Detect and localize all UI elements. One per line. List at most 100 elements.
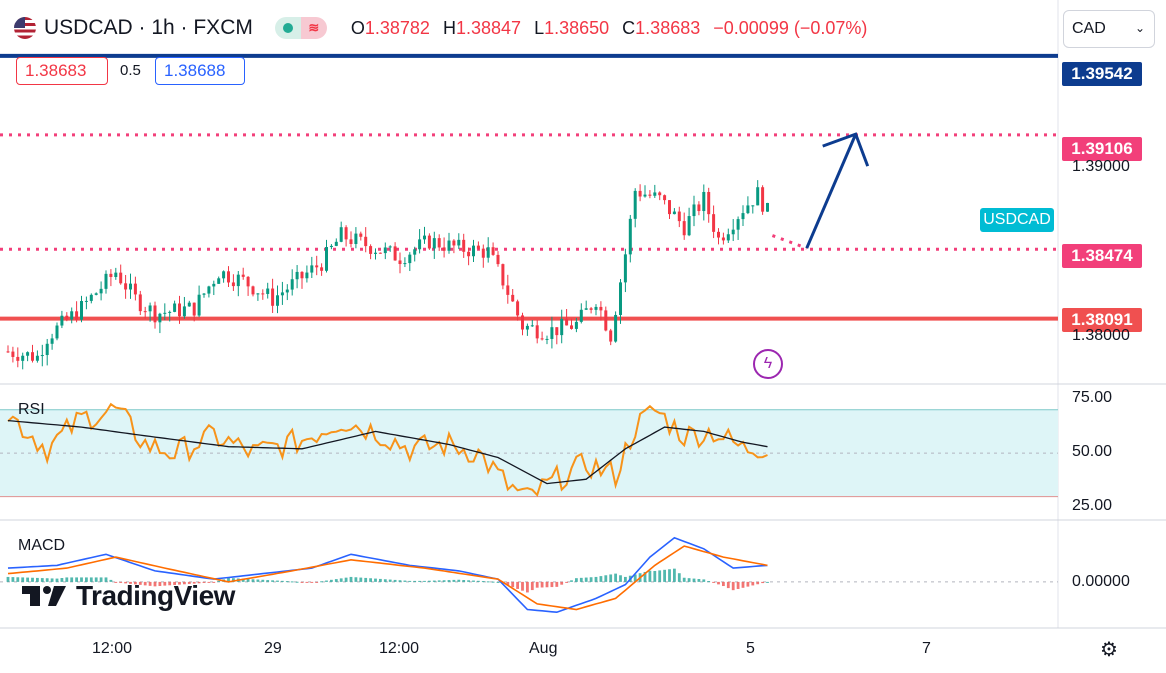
macd-histogram-bar — [403, 580, 407, 582]
macd-histogram-bar — [212, 581, 216, 583]
macd-histogram-bar — [506, 581, 510, 586]
candle-body — [114, 272, 118, 277]
candle-body — [491, 247, 495, 255]
macd-histogram-bar — [516, 581, 519, 589]
candle-body — [692, 204, 696, 217]
macd-histogram-bar — [334, 579, 338, 582]
candle-body — [628, 218, 632, 255]
candle-body — [393, 246, 397, 261]
macd-histogram-bar — [751, 581, 755, 586]
candle-body — [227, 271, 230, 283]
tradingview-logo: TradingView — [22, 580, 235, 612]
rsi-ma-line — [7, 419, 768, 485]
macd-histogram-bar — [619, 575, 622, 582]
macd-histogram-bar — [173, 581, 176, 585]
macd-histogram-bar — [496, 581, 500, 583]
candle-body — [746, 205, 750, 214]
macd-histogram-bar — [197, 581, 201, 584]
macd-histogram-bar — [89, 577, 93, 582]
candle-body — [246, 276, 250, 287]
candle-body — [506, 285, 510, 295]
macd-histogram-bar — [712, 581, 715, 583]
candle-body — [178, 303, 181, 317]
high-label: H — [442, 17, 456, 38]
macd-histogram-bar — [143, 581, 147, 586]
macd-histogram-bar — [207, 581, 211, 583]
candle-body — [462, 239, 466, 252]
candle-body — [231, 282, 235, 287]
macd-histogram-bar — [305, 581, 309, 583]
x-tick-1200-b: 12:00 — [379, 640, 420, 657]
candle-body — [574, 321, 578, 329]
symbol-title[interactable]: USDCAD · 1h · FXCM — [44, 16, 253, 39]
macd-title: MACD — [18, 537, 66, 554]
candle-body — [143, 311, 147, 313]
macd-histogram-bar — [526, 581, 529, 593]
candle-body — [496, 254, 500, 265]
sell-price-button[interactable]: 1.38683 — [16, 57, 108, 85]
macd-histogram-bar — [418, 580, 421, 582]
macd-histogram-bar — [570, 580, 573, 582]
macd-histogram-bar — [55, 578, 59, 582]
candle-body — [707, 191, 711, 215]
candle-body — [712, 214, 716, 232]
candle-body — [369, 246, 373, 254]
level-label-pivot: 1.38474 — [1062, 244, 1142, 268]
macd-histogram-bar — [40, 578, 44, 582]
market-open-icon[interactable] — [274, 17, 301, 39]
macd-histogram-bar — [555, 581, 559, 587]
macd-histogram-bar — [658, 570, 662, 582]
lightning-icon[interactable]: ϟ — [753, 349, 783, 379]
macd-histogram-bar — [609, 574, 613, 582]
macd-histogram-bar — [594, 576, 598, 582]
macd-histogram-bar — [315, 581, 319, 583]
candle-body — [565, 318, 569, 326]
macd-histogram-bar — [374, 578, 377, 582]
candle-body — [648, 194, 652, 196]
x-tick-aug: Aug — [529, 640, 558, 657]
candle-body — [457, 239, 461, 246]
candle-body — [50, 338, 54, 344]
macd-histogram-bar — [633, 574, 637, 582]
candle-body — [741, 213, 745, 220]
macd-histogram-bar — [227, 577, 230, 582]
macd-histogram-bar — [472, 580, 475, 582]
macd-histogram-bar — [21, 577, 25, 582]
candle-body — [104, 273, 108, 289]
candle-body — [374, 252, 377, 254]
candle-body — [663, 195, 667, 201]
candle-body — [702, 191, 706, 212]
macd-histogram-bar — [432, 580, 436, 582]
macd-histogram-bar — [129, 581, 132, 584]
wave-icon[interactable]: ≋ — [300, 17, 327, 39]
candle-body — [756, 187, 760, 206]
candle-body — [339, 227, 343, 242]
x-tick-1200-a: 12:00 — [92, 640, 133, 657]
rsi-tick-50: 50.00 — [1072, 443, 1113, 460]
macd-histogram-bar — [261, 579, 265, 582]
macd-histogram-bar — [339, 578, 343, 582]
candle-body — [726, 234, 730, 241]
currency-select-value: CAD — [1072, 20, 1106, 37]
market-status-pill[interactable]: ≋ — [274, 17, 327, 39]
candle-body — [472, 245, 475, 257]
ohlc-readout: O1.38782 H1.38847 L1.38650 C1.38683 −0.0… — [351, 18, 868, 39]
candle-body — [687, 216, 691, 236]
macd-histogram-bar — [369, 578, 372, 582]
macd-histogram-bar — [138, 581, 142, 585]
macd-histogram-bar — [364, 577, 368, 582]
macd-histogram-bar — [251, 579, 255, 582]
candle-body — [437, 238, 441, 248]
candle-body — [638, 190, 642, 197]
candle-body — [751, 205, 755, 207]
chevron-down-icon: ⌄ — [1134, 21, 1145, 35]
currency-select[interactable]: CAD ⌄ — [1063, 10, 1155, 48]
signal-line — [7, 545, 768, 611]
macd-histogram-bar — [16, 577, 20, 582]
candle-body — [163, 312, 167, 314]
candle-body — [344, 227, 348, 240]
chart-settings-icon[interactable]: ⚙ — [1100, 638, 1118, 661]
macd-histogram-bar — [677, 573, 681, 582]
buy-price-button[interactable]: 1.38688 — [155, 57, 245, 85]
